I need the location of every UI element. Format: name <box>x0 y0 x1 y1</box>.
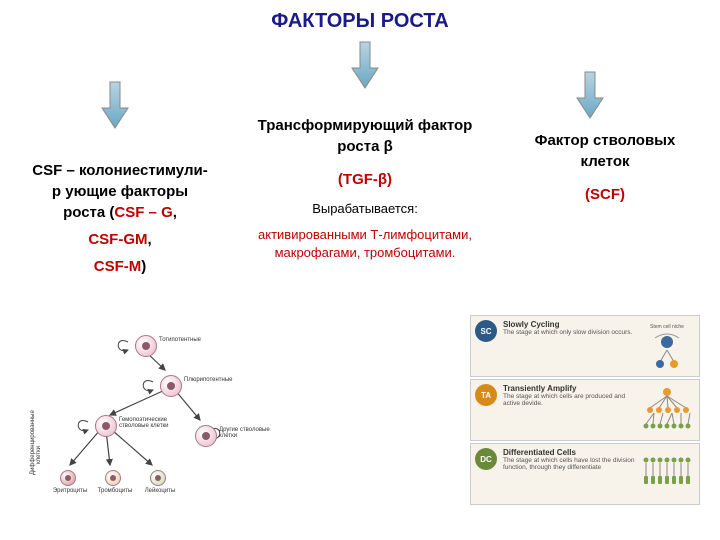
arrow-down-icon <box>575 70 605 120</box>
scf-text: Transiently AmplifyThe stage at which ce… <box>503 384 640 407</box>
hema-cell-label: Эритроциты <box>50 488 90 494</box>
scf-text: Differentiated CellsThe stage at which c… <box>503 448 640 471</box>
hema-diagram: Тотипотентные Плюрипотентные Гемопоэтическ… <box>40 330 260 520</box>
main-title: ФАКТОРЫ РОСТА <box>0 10 720 33</box>
hema-cell-label: Тромбоциты <box>95 488 135 494</box>
tgf-abbr: (TGF-β) <box>250 169 480 190</box>
hema-cell-label: Лейкоциты <box>140 488 180 494</box>
scf-diagram: SC Slowly CyclingThe stage at which only … <box>470 315 700 515</box>
tgf-produced: Вырабатывается: активированными Т-лимфоц… <box>250 200 480 263</box>
col-csf: CSF – колониестимули-р ующие факторы рос… <box>30 160 210 283</box>
col-scf: Фактор стволовых клеток (SCF) <box>520 130 690 211</box>
diff-label: Дифференцированные клетки <box>30 435 42 475</box>
hema-cell-label: Плюрипотентные <box>184 377 244 383</box>
scf-row: TA Transiently AmplifyThe stage at which … <box>470 379 700 441</box>
scf-stage-icon: Stem cell niche <box>640 320 695 370</box>
scf-stage-icon <box>640 384 695 434</box>
scf-row: DC Differentiated CellsThe stage at which… <box>470 443 700 505</box>
scf-badge: SC <box>475 320 497 342</box>
scf-row: SC Slowly CyclingThe stage at which only … <box>470 315 700 377</box>
scf-stage-icon <box>640 448 695 498</box>
svg-text:Stem cell niche: Stem cell niche <box>650 324 684 330</box>
arrow-down-icon <box>100 80 130 130</box>
scf-title: Фактор стволовых клеток <box>520 130 690 172</box>
hema-cell-label: Тотипотентные <box>159 337 219 343</box>
hema-cell-label: Другие стволовые клетки <box>219 427 279 439</box>
scf-badge: DC <box>475 448 497 470</box>
col-tgf: Трансформирующий фактор роста β (TGF-β) … <box>250 115 480 263</box>
scf-badge: TA <box>475 384 497 406</box>
hema-cell-label: Гемопоэтические стволовые клетки <box>119 417 179 429</box>
scf-abbr: (SCF) <box>520 184 690 205</box>
scf-text: Slowly CyclingThe stage at which only sl… <box>503 320 640 336</box>
arrow-down-icon <box>350 40 380 90</box>
csf-title: CSF – колониестимули-р ующие факторы рос… <box>30 160 210 277</box>
tgf-title: Трансформирующий фактор роста β <box>250 115 480 157</box>
